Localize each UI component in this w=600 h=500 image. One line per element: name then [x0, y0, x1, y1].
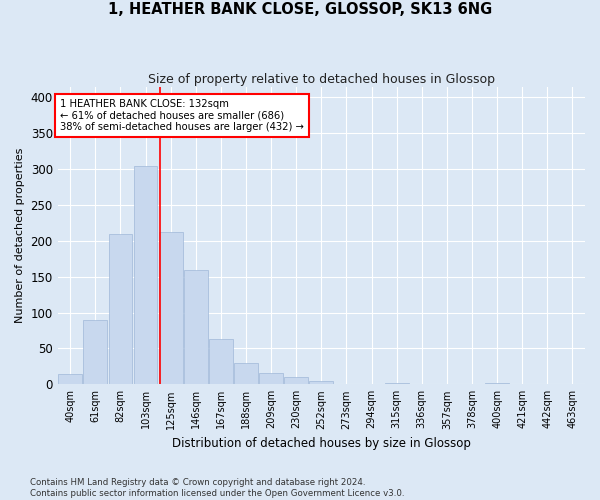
Text: 1, HEATHER BANK CLOSE, GLOSSOP, SK13 6NG: 1, HEATHER BANK CLOSE, GLOSSOP, SK13 6NG	[108, 2, 492, 18]
Bar	[184, 270, 208, 384]
Bar	[385, 383, 409, 384]
Bar	[284, 377, 308, 384]
Bar	[209, 339, 233, 384]
Bar	[310, 382, 333, 384]
Bar	[234, 363, 258, 384]
Bar	[58, 374, 82, 384]
Y-axis label: Number of detached properties: Number of detached properties	[15, 148, 25, 323]
Text: Contains HM Land Registry data © Crown copyright and database right 2024.
Contai: Contains HM Land Registry data © Crown c…	[30, 478, 404, 498]
Bar	[159, 232, 182, 384]
Title: Size of property relative to detached houses in Glossop: Size of property relative to detached ho…	[148, 72, 495, 86]
Bar	[259, 373, 283, 384]
Text: 1 HEATHER BANK CLOSE: 132sqm
← 61% of detached houses are smaller (686)
38% of s: 1 HEATHER BANK CLOSE: 132sqm ← 61% of de…	[60, 99, 304, 132]
Bar	[485, 383, 509, 384]
Bar	[83, 320, 107, 384]
Bar	[134, 166, 157, 384]
X-axis label: Distribution of detached houses by size in Glossop: Distribution of detached houses by size …	[172, 437, 471, 450]
Bar	[109, 234, 133, 384]
